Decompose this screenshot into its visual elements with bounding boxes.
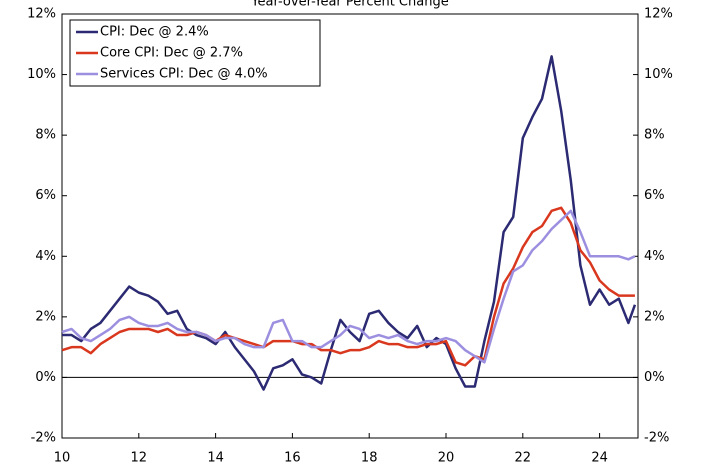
y2-tick-label: 8% (644, 128, 665, 143)
y-tick-label: 10% (27, 67, 56, 82)
y2-tick-label: 6% (644, 188, 665, 203)
y-tick-label: 6% (35, 188, 56, 203)
y2-tick-label: 4% (644, 249, 665, 264)
plot-frame (61, 13, 639, 439)
x-tick-label: 24 (591, 451, 608, 466)
y2-tick-label: 0% (644, 370, 665, 385)
legend-label: Core CPI: Dec @ 2.7% (100, 46, 243, 61)
x-tick-label: 14 (207, 451, 224, 466)
x-tick-label: 22 (515, 451, 532, 466)
y-tick-label: 2% (35, 309, 56, 324)
y-tick-label: 4% (35, 249, 56, 264)
y-tick-label: -2% (31, 431, 56, 446)
legend-box (69, 19, 321, 87)
series-line (61, 206, 635, 367)
x-tick-label: 16 (284, 451, 301, 466)
y2-tick-label: -2% (644, 431, 669, 446)
legend-label: CPI: Dec @ 2.4% (100, 25, 209, 40)
x-tick-label: 12 (131, 451, 148, 466)
y-tick-label: 12% (27, 7, 56, 22)
y2-tick-label: 12% (644, 7, 673, 22)
x-tick-label: 10 (54, 451, 71, 466)
y-tick-label: 0% (35, 370, 56, 385)
y-tick-label: 8% (35, 128, 56, 143)
x-tick-label: 20 (438, 451, 455, 466)
series-line (62, 55, 637, 391)
legend-label: Services CPI: Dec @ 4.0% (100, 67, 268, 82)
y2-tick-label: 10% (644, 67, 673, 82)
chart-title: Year-over-Year Percent Change (250, 0, 448, 10)
y2-tick-label: 2% (644, 309, 665, 324)
series-line (61, 209, 636, 364)
x-tick-label: 18 (361, 451, 378, 466)
